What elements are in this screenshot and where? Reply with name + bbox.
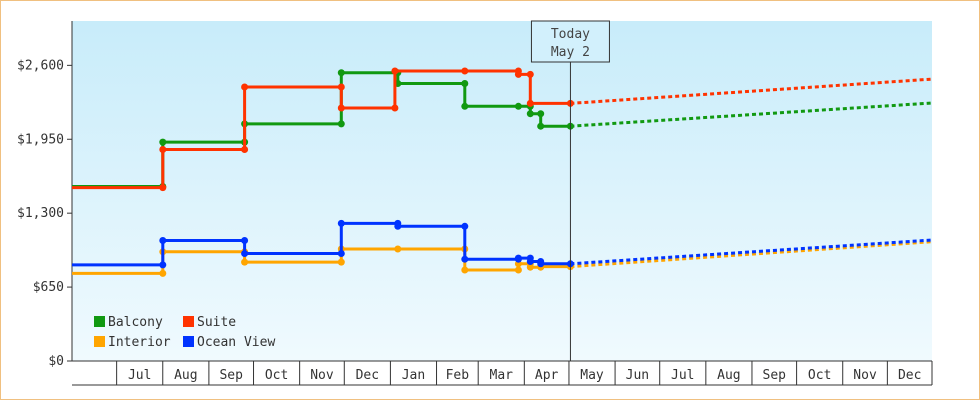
data-point-balcony (537, 110, 545, 118)
data-point-suite (159, 184, 167, 192)
legend-swatch-balcony (94, 316, 105, 327)
data-point-ocean-view (241, 237, 249, 244)
data-point-ocean-view (461, 222, 469, 230)
legend: Balcony Suite Interior Ocean View (94, 315, 275, 350)
forecast-line-ocean-view (570, 238, 934, 266)
legend-swatch-interior (94, 336, 105, 347)
data-point-ocean-view (159, 237, 167, 244)
data-point-ocean-view (461, 255, 469, 263)
data-point-interior (159, 269, 167, 277)
legend-label-interior: Interior (108, 335, 171, 350)
y-tick-label: $2,600 (17, 58, 64, 73)
x-tick-label: Sep (763, 368, 787, 383)
y-axis: $0 $650 $1,300 $1,950 $2,600 (17, 21, 73, 369)
x-tick-label: Aug (174, 368, 197, 383)
data-point-suite (526, 99, 534, 107)
data-point-interior (241, 258, 249, 266)
forecast-line-balcony (570, 101, 934, 128)
x-tick-label: Sep (219, 368, 243, 383)
x-tick-label: Jan (402, 368, 425, 383)
y-tick-label: $650 (33, 280, 64, 295)
data-point-ocean-view (337, 219, 345, 227)
x-tick-label: Aug (717, 368, 740, 383)
today-marker: Today May 2 (530, 20, 610, 361)
forecast-line-interior (570, 240, 934, 269)
data-point-suite (526, 70, 534, 78)
data-point-ocean-view (337, 250, 345, 257)
data-point-interior (514, 266, 522, 274)
data-point-suite (461, 67, 469, 75)
x-tick-label: Dec (898, 368, 921, 383)
data-point-interior (337, 258, 345, 266)
today-date-label: May 2 (551, 45, 590, 60)
x-tick-label: Oct (265, 368, 288, 383)
x-tick-label: Oct (808, 368, 831, 383)
legend-label-balcony: Balcony (108, 315, 163, 330)
today-label: Today (551, 27, 590, 42)
data-point-balcony (461, 102, 469, 110)
data-point-interior (526, 263, 534, 271)
x-tick-label: Apr (535, 368, 559, 383)
data-point-ocean-view (394, 222, 402, 230)
data-point-balcony (159, 138, 167, 146)
x-tick-label: May (580, 368, 604, 383)
today-box (530, 20, 610, 63)
x-tick-label: Mar (490, 368, 514, 383)
data-point-suite (159, 146, 167, 153)
legend-label-ocean-view: Ocean View (197, 335, 275, 350)
x-tick-label: Jul (128, 368, 151, 383)
x-tick-label: Jun (626, 368, 649, 383)
data-point-balcony (337, 120, 345, 128)
data-point-suite (337, 104, 345, 112)
legend-label-suite: Suite (197, 315, 236, 330)
data-point-suite (241, 83, 249, 91)
data-point-ocean-view (159, 261, 167, 269)
data-point-suite (514, 70, 522, 78)
x-tick-label: Nov (310, 368, 334, 383)
data-point-balcony (526, 110, 534, 118)
data-point-suite (337, 83, 345, 91)
x-tick-label: Dec (356, 368, 379, 383)
x-tick-label: Feb (446, 368, 470, 383)
series-ocean-view (72, 219, 934, 269)
x-tick-label: Nov (853, 368, 877, 383)
data-point-suite (241, 146, 249, 153)
x-tick-label: Jul (671, 368, 694, 383)
data-point-balcony (461, 80, 469, 87)
data-point-balcony (537, 122, 545, 130)
legend-swatch-ocean-view (183, 336, 194, 347)
data-point-ocean-view (526, 258, 534, 265)
series-suite (72, 67, 934, 192)
data-point-suite (391, 67, 399, 75)
forecast-line-suite (570, 77, 934, 105)
data-point-ocean-view (514, 254, 522, 262)
y-tick-label: $0 (48, 354, 64, 369)
data-point-suite (391, 104, 399, 112)
y-tick-label: $1,950 (17, 132, 64, 147)
y-tick-label: $1,300 (17, 206, 64, 221)
data-point-balcony (337, 69, 345, 77)
x-axis: Jul Aug Sep Oct Nov Dec Jan Feb Mar Apr May Jun Jul A… (72, 360, 933, 386)
data-point-balcony (514, 102, 522, 110)
data-point-ocean-view (241, 250, 249, 257)
series-layer (72, 67, 934, 277)
data-point-interior (394, 245, 402, 253)
legend-swatch-suite (183, 316, 194, 327)
data-point-ocean-view (537, 260, 545, 268)
data-point-interior (461, 266, 469, 274)
plot-area (72, 21, 932, 361)
